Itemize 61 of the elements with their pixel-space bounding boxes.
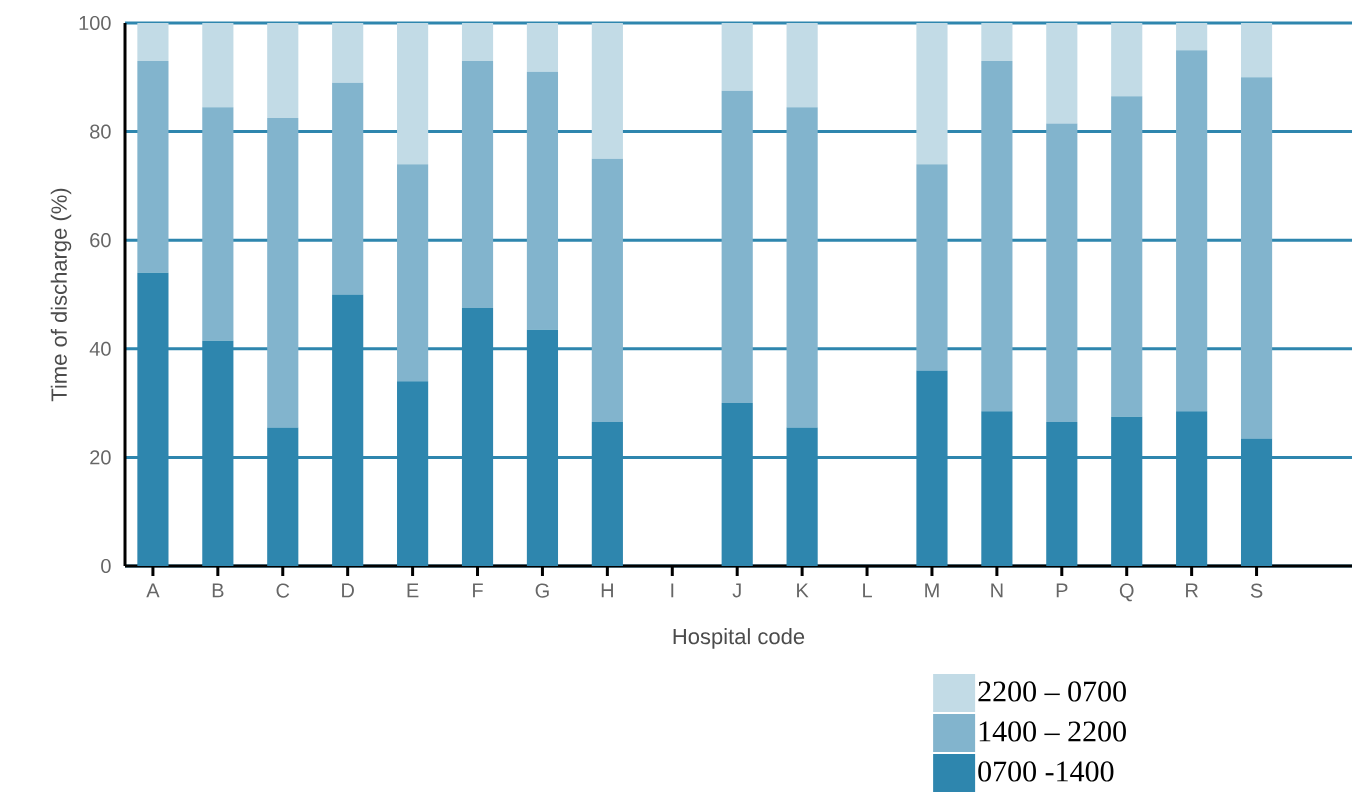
y-axis-title: Time of discharge (%)	[50, 188, 72, 402]
bar	[1240, 77, 1273, 439]
y-tick-label: 20	[90, 450, 111, 465]
bar	[1046, 123, 1078, 423]
bar	[1176, 22, 1208, 51]
bar	[916, 164, 948, 371]
bar	[981, 61, 1013, 412]
y-tick-label: 40	[89, 341, 111, 356]
bar	[591, 158, 623, 423]
bar	[267, 22, 299, 119]
bar	[1111, 96, 1143, 417]
bar	[397, 22, 429, 165]
x-tick-label: C	[276, 583, 290, 598]
x-tick-label: P	[1056, 583, 1068, 598]
x-tick-label: R	[1186, 583, 1198, 598]
bar	[721, 22, 753, 91]
bar	[1046, 22, 1078, 124]
y-tick-label: 80	[90, 124, 111, 139]
bar	[916, 22, 948, 165]
bar	[1111, 22, 1143, 97]
bar	[202, 107, 234, 341]
x-tick-label: J	[732, 583, 741, 598]
x-tick-label: F	[473, 583, 483, 598]
x-tick-label: E	[407, 583, 419, 598]
x-tick-label: B	[212, 583, 224, 598]
bar	[786, 22, 818, 108]
y-tick-label: 60	[90, 233, 111, 248]
legend-label: 2200 – 0700	[978, 681, 1126, 702]
y-tick-label: 0	[101, 558, 111, 574]
bar	[981, 22, 1013, 61]
x-tick-label: G	[535, 583, 549, 598]
bar	[332, 22, 364, 83]
bar	[1240, 22, 1273, 78]
bar	[786, 107, 818, 428]
legend-label: 1400 – 2200	[979, 721, 1126, 742]
bar	[332, 82, 364, 295]
x-tick-label: S	[1250, 583, 1263, 598]
bar	[137, 22, 169, 61]
x-tick-label: K	[797, 583, 809, 598]
x-tick-label: D	[342, 583, 354, 598]
bar	[461, 22, 494, 61]
bar	[526, 22, 559, 72]
x-tick-label: A	[146, 583, 160, 598]
x-tick-label: Q	[1119, 583, 1134, 602]
bar	[526, 71, 559, 330]
y-tick-label: 100	[79, 15, 111, 31]
bar	[137, 61, 169, 273]
bar	[202, 22, 234, 108]
x-tick-label: N	[991, 583, 1003, 598]
x-tick-label: M	[925, 583, 939, 598]
bar	[721, 90, 753, 404]
x-tick-label: L	[863, 583, 872, 598]
bar	[591, 22, 623, 159]
x-tick-label: H	[601, 583, 613, 598]
bar	[1176, 50, 1208, 412]
bar	[267, 118, 299, 428]
x-tick-label: I	[671, 583, 674, 598]
bar	[461, 61, 494, 309]
bar	[397, 164, 429, 382]
legend-label: 0700 -1400	[978, 761, 1114, 782]
x-axis-title: Hospital code	[673, 628, 805, 649]
